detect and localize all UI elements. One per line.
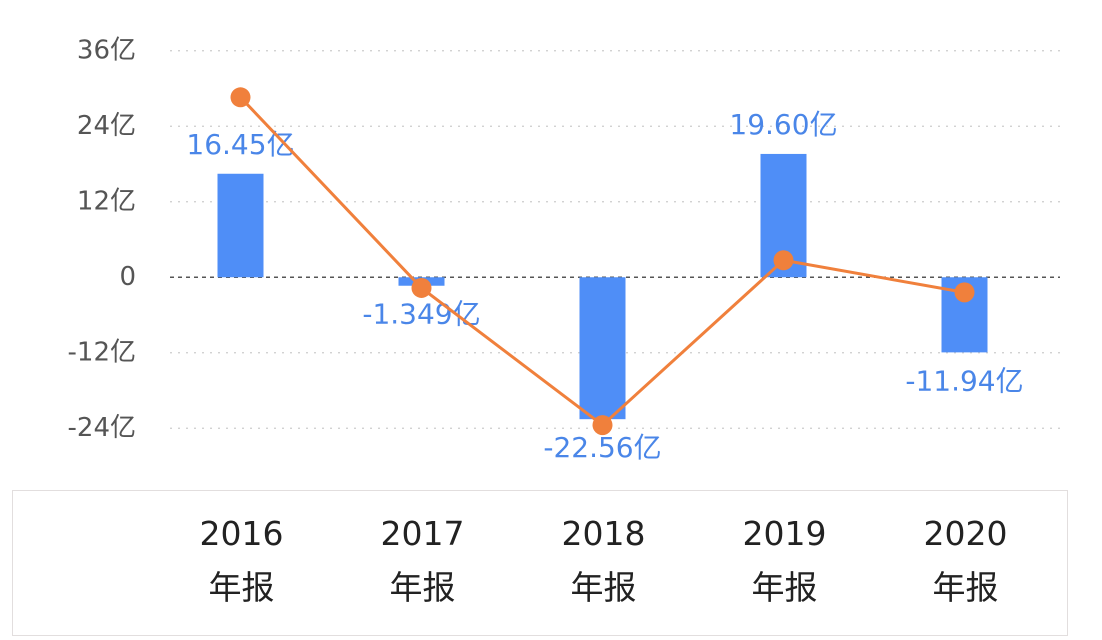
x-tick-label: 2020 年报 [923, 514, 1008, 607]
value-label: 19.60亿 [729, 108, 837, 141]
x-tick-label: 2019 年报 [742, 514, 827, 607]
y-tick-label: -24亿 [68, 413, 136, 443]
x-tick-label: 2017 年报 [380, 514, 465, 607]
x-tick-label: 2018 年报 [561, 514, 646, 607]
line-point [773, 250, 794, 271]
category-panel: 2016 年报 2017 年报 2018 年报 2019 年报 2020 年报 [12, 490, 1068, 636]
value-label: -22.56亿 [543, 431, 661, 464]
value-label: -1.349亿 [362, 298, 480, 331]
bar [217, 173, 264, 278]
value-label: -11.94亿 [905, 364, 1023, 397]
y-tick-label: -12亿 [68, 337, 136, 367]
value-label: 16.45亿 [186, 128, 294, 161]
bar [579, 277, 626, 420]
line-point [411, 277, 432, 298]
chart: -24亿 -12亿 0 12亿 24亿 36亿 16.45亿 -1.349亿 -22.56亿 19… [68, 35, 1060, 464]
line-point [230, 87, 251, 108]
y-tick-label: 0 [119, 262, 136, 292]
y-tick-label: 12亿 [77, 186, 136, 216]
line-point [592, 415, 613, 436]
x-tick-label: 2016 年报 [199, 514, 284, 607]
line-point [954, 282, 975, 303]
y-tick-label: 24亿 [77, 111, 136, 141]
y-tick-label: 36亿 [77, 35, 136, 65]
